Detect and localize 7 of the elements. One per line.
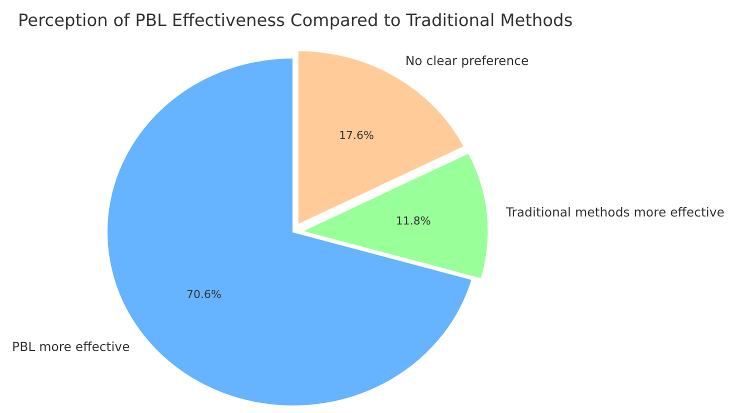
- data-label: 70.6%: [186, 288, 222, 301]
- slice-label: No clear preference: [405, 53, 530, 68]
- chart-title: Perception of PBL Effectiveness Compared to Traditional Methods: [18, 11, 573, 31]
- slice-label: Traditional methods more effective: [504, 204, 725, 220]
- data-label: 11.8%: [396, 214, 431, 228]
- data-label: 17.6%: [339, 128, 374, 142]
- slice-label: PBL more effective: [12, 338, 130, 354]
